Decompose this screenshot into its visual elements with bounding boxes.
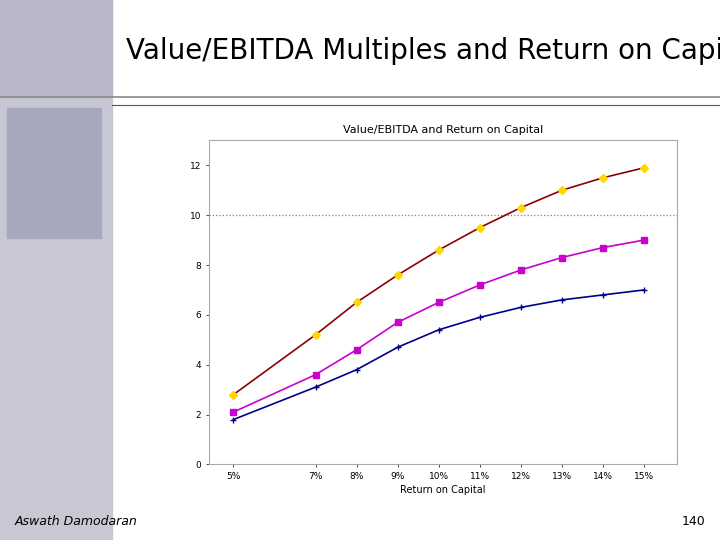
Text: Aswath Damodaran: Aswath Damodaran <box>14 515 137 528</box>
Text: Value/EBITDA Multiples and Return on Capital: Value/EBITDA Multiples and Return on Cap… <box>126 37 720 65</box>
Text: 140: 140 <box>682 515 706 528</box>
Bar <box>0 0 112 97</box>
Title: Value/EBITDA and Return on Capital: Value/EBITDA and Return on Capital <box>343 125 543 136</box>
Bar <box>0 0 112 540</box>
X-axis label: Return on Capital: Return on Capital <box>400 485 485 495</box>
Bar <box>7 108 101 238</box>
